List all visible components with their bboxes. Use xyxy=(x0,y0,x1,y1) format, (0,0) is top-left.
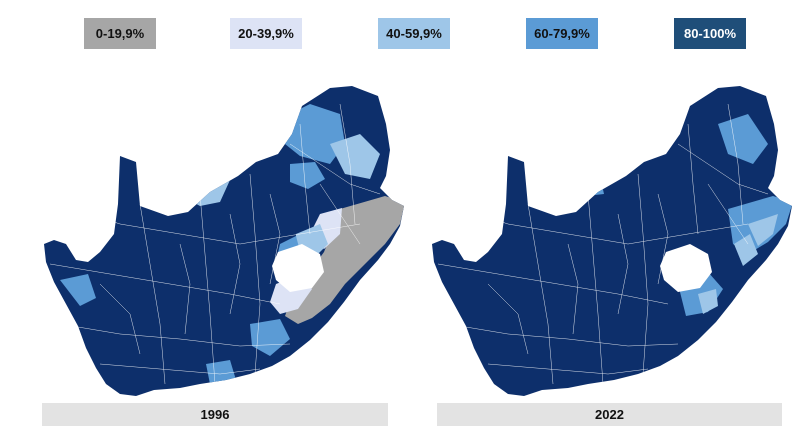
map-1996 xyxy=(40,84,415,404)
map-2022 xyxy=(428,84,803,404)
legend-item-60-79: 60-79,9% xyxy=(526,18,598,49)
legend-label: 80-100% xyxy=(683,26,737,41)
legend: 0-19,9% 20-39,9% 40-59,9% 60-79,9% 80-10… xyxy=(0,18,803,49)
legend-item-80-100: 80-100% xyxy=(674,18,746,49)
year-label-1996: 1996 xyxy=(42,403,388,426)
year-text: 2022 xyxy=(595,407,624,422)
legend-label: 20-39,9% xyxy=(238,26,294,41)
lesotho-hole xyxy=(660,244,712,292)
year-text: 1996 xyxy=(200,407,230,422)
south-africa-map-1996 xyxy=(44,86,404,396)
legend-label: 0-19,9% xyxy=(95,26,145,41)
year-label-2022: 2022 xyxy=(437,403,782,426)
legend-label: 40-59,9% xyxy=(386,26,442,41)
legend-item-40-59: 40-59,9% xyxy=(378,18,450,49)
legend-label: 60-79,9% xyxy=(534,26,590,41)
legend-item-0-19: 0-19,9% xyxy=(84,18,156,49)
lesotho-hole xyxy=(272,244,324,292)
south-africa-map-2022 xyxy=(432,86,792,396)
legend-item-20-39: 20-39,9% xyxy=(230,18,302,49)
